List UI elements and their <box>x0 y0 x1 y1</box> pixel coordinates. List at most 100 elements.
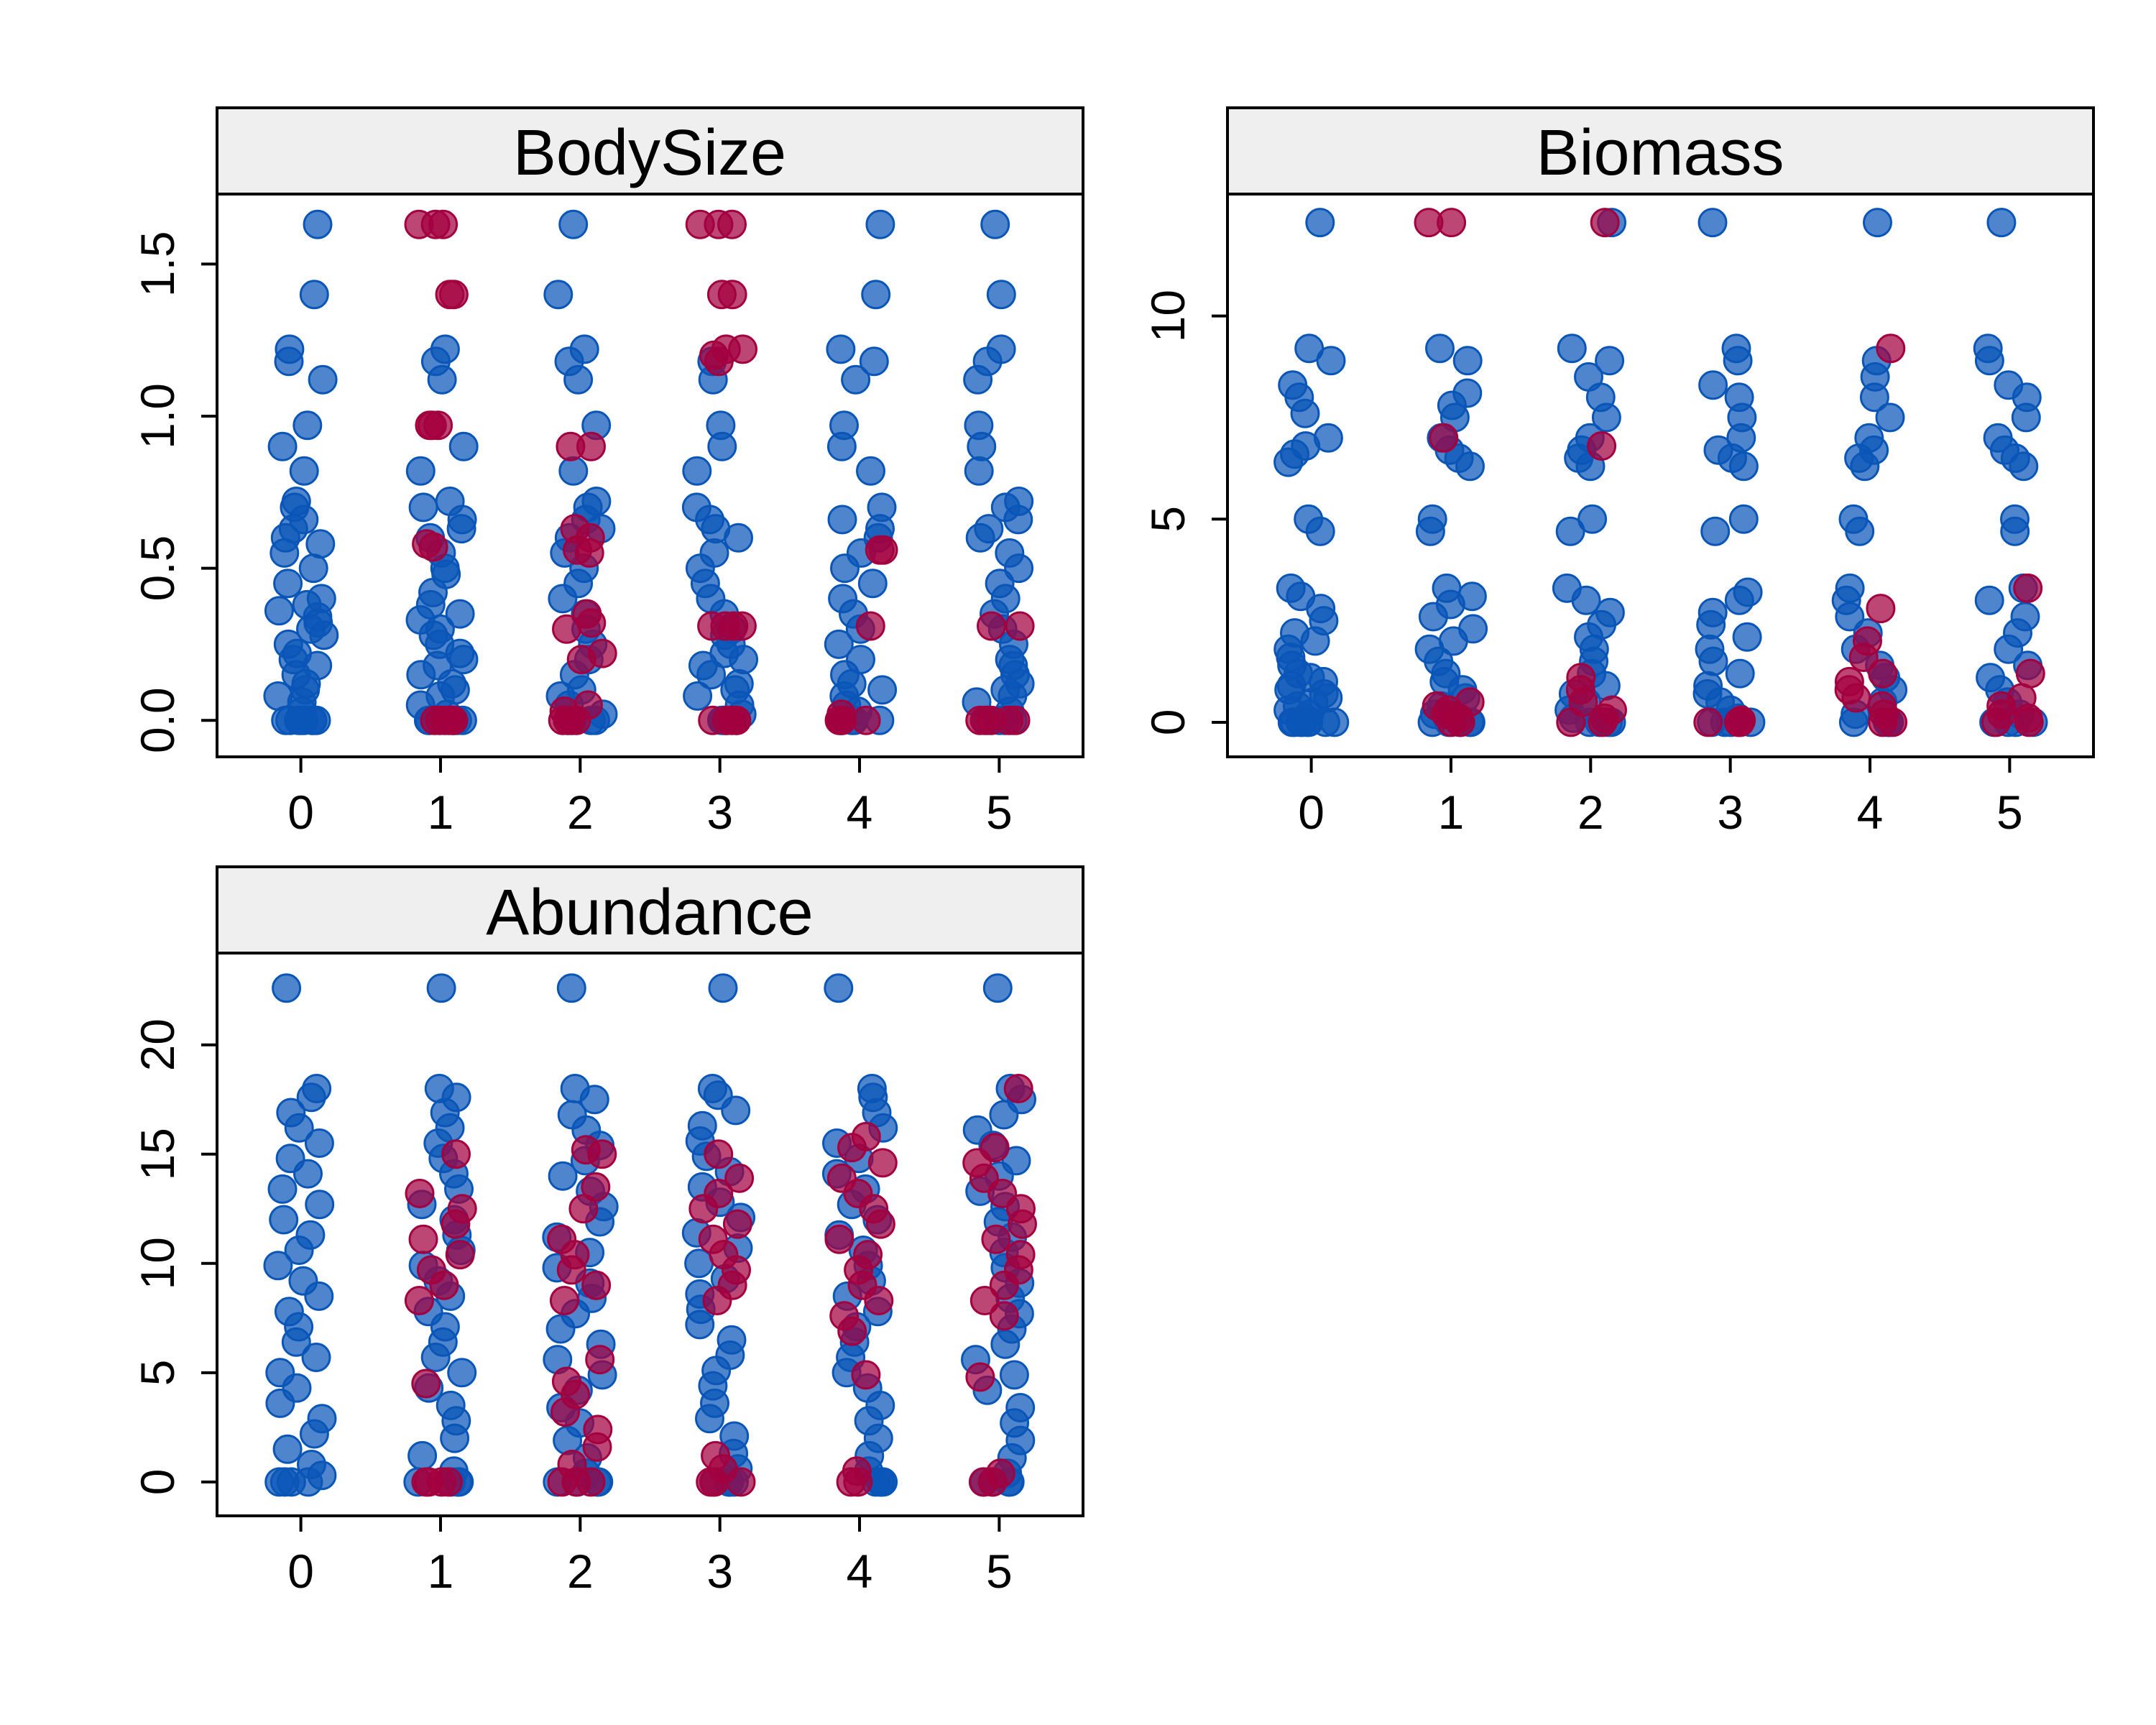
panel-abundance-y-axis: 0 5 10 15 20 <box>131 1018 217 1495</box>
blue-point <box>1732 622 1762 652</box>
red-point <box>977 611 1006 641</box>
blue-point <box>982 973 1013 1003</box>
red-point <box>724 1163 755 1193</box>
blue-point <box>1452 378 1483 408</box>
blue-point <box>1005 1393 1036 1422</box>
blue-point <box>1835 573 1865 603</box>
red-point <box>711 334 741 364</box>
panel-abundance-frame <box>216 952 1084 1517</box>
red-point <box>404 1286 434 1315</box>
blue-point <box>1313 423 1343 453</box>
blue-point <box>270 1467 300 1497</box>
blue-point <box>303 209 333 239</box>
panel-bodysize-frame <box>216 193 1084 758</box>
blue-point <box>445 599 475 629</box>
blue-point <box>288 1266 318 1296</box>
blue-point <box>1854 423 1884 453</box>
x-tick-label: 5 <box>1996 786 2023 839</box>
x-tick-label: 2 <box>567 786 594 839</box>
blue-point <box>275 334 305 364</box>
blue-point <box>1432 573 1462 603</box>
blue-point <box>861 280 891 310</box>
red-point <box>1868 658 1898 689</box>
blue-point <box>999 1360 1029 1390</box>
blue-point <box>867 675 898 705</box>
y-tick-label: 0 <box>131 1469 184 1496</box>
blue-point <box>684 1248 714 1279</box>
blue-point <box>1698 370 1728 400</box>
blue-point <box>448 431 479 461</box>
red-point <box>717 280 747 310</box>
x-tick-label: 1 <box>428 786 454 839</box>
y-tick-label: 1.0 <box>131 383 184 449</box>
red-point <box>581 1270 612 1300</box>
panel-abundance-points <box>263 973 1037 1497</box>
blue-point <box>267 1174 298 1204</box>
panel-biomass-strip <box>1226 106 2095 196</box>
x-tick-label: 2 <box>1577 786 1604 839</box>
x-tick-label: 1 <box>428 1545 454 1598</box>
blue-point <box>405 456 436 486</box>
blue-point <box>1457 581 1487 612</box>
x-tick-label: 0 <box>287 1545 314 1598</box>
panel-bodysize-x-axis: 0 1 2 3 4 5 <box>287 757 1013 839</box>
blue-point <box>682 456 712 486</box>
red-point <box>2013 573 2043 603</box>
blue-point <box>298 553 328 584</box>
blue-point <box>1595 597 1625 627</box>
red-point <box>722 1209 752 1239</box>
blue-point <box>301 1343 331 1372</box>
y-tick-label: 5 <box>1141 506 1194 533</box>
y-tick-label: 15 <box>131 1128 184 1180</box>
blue-point <box>1700 516 1731 546</box>
blue-point <box>683 681 713 711</box>
blue-point <box>273 629 303 659</box>
red-point <box>969 1286 1000 1315</box>
red-point <box>829 1301 860 1331</box>
blue-point <box>558 209 589 239</box>
blue-point <box>1294 334 1325 364</box>
blue-point <box>829 410 859 441</box>
blue-point <box>447 1358 477 1388</box>
blue-point <box>424 1074 454 1103</box>
blue-point <box>306 584 336 614</box>
red-point <box>1598 695 1627 725</box>
x-tick-label: 1 <box>1438 786 1465 839</box>
red-point <box>980 1133 1010 1163</box>
blue-point <box>299 280 329 310</box>
red-point <box>851 1121 881 1151</box>
panel-bodysize-strip <box>216 106 1084 196</box>
blue-point <box>1417 504 1447 534</box>
blue-point <box>1703 435 1733 465</box>
blue-point <box>687 1110 717 1141</box>
red-point <box>2007 683 2037 713</box>
blue-point <box>995 538 1025 568</box>
red-point <box>853 1240 883 1270</box>
panel-bodysize-title: BodySize <box>513 117 786 189</box>
x-tick-label: 3 <box>706 786 733 839</box>
blue-point <box>1983 423 2013 453</box>
panel-biomass-y-axis: 0 5 10 <box>1141 290 1227 735</box>
blue-point <box>276 1098 306 1128</box>
red-point <box>824 1224 854 1254</box>
blue-point <box>974 514 1004 544</box>
red-point <box>1693 707 1723 737</box>
blue-point <box>1976 663 2006 693</box>
blue-point <box>308 364 338 395</box>
blue-point <box>859 346 889 377</box>
red-point <box>1005 611 1035 641</box>
red-point <box>981 1224 1011 1254</box>
blue-point <box>841 364 871 395</box>
blue-point <box>273 569 303 599</box>
red-point <box>1834 666 1864 696</box>
blue-point <box>1721 334 1751 364</box>
red-point <box>557 1450 587 1479</box>
y-tick-label: 0 <box>1141 709 1194 736</box>
blue-point <box>269 1205 299 1235</box>
blue-point <box>865 209 895 239</box>
panel-abundance-x-axis: 0 1 2 3 4 5 <box>287 1516 1013 1598</box>
blue-point <box>272 1434 303 1464</box>
blue-point <box>305 1190 335 1220</box>
panel-biomass-title: Biomass <box>1536 117 1784 189</box>
